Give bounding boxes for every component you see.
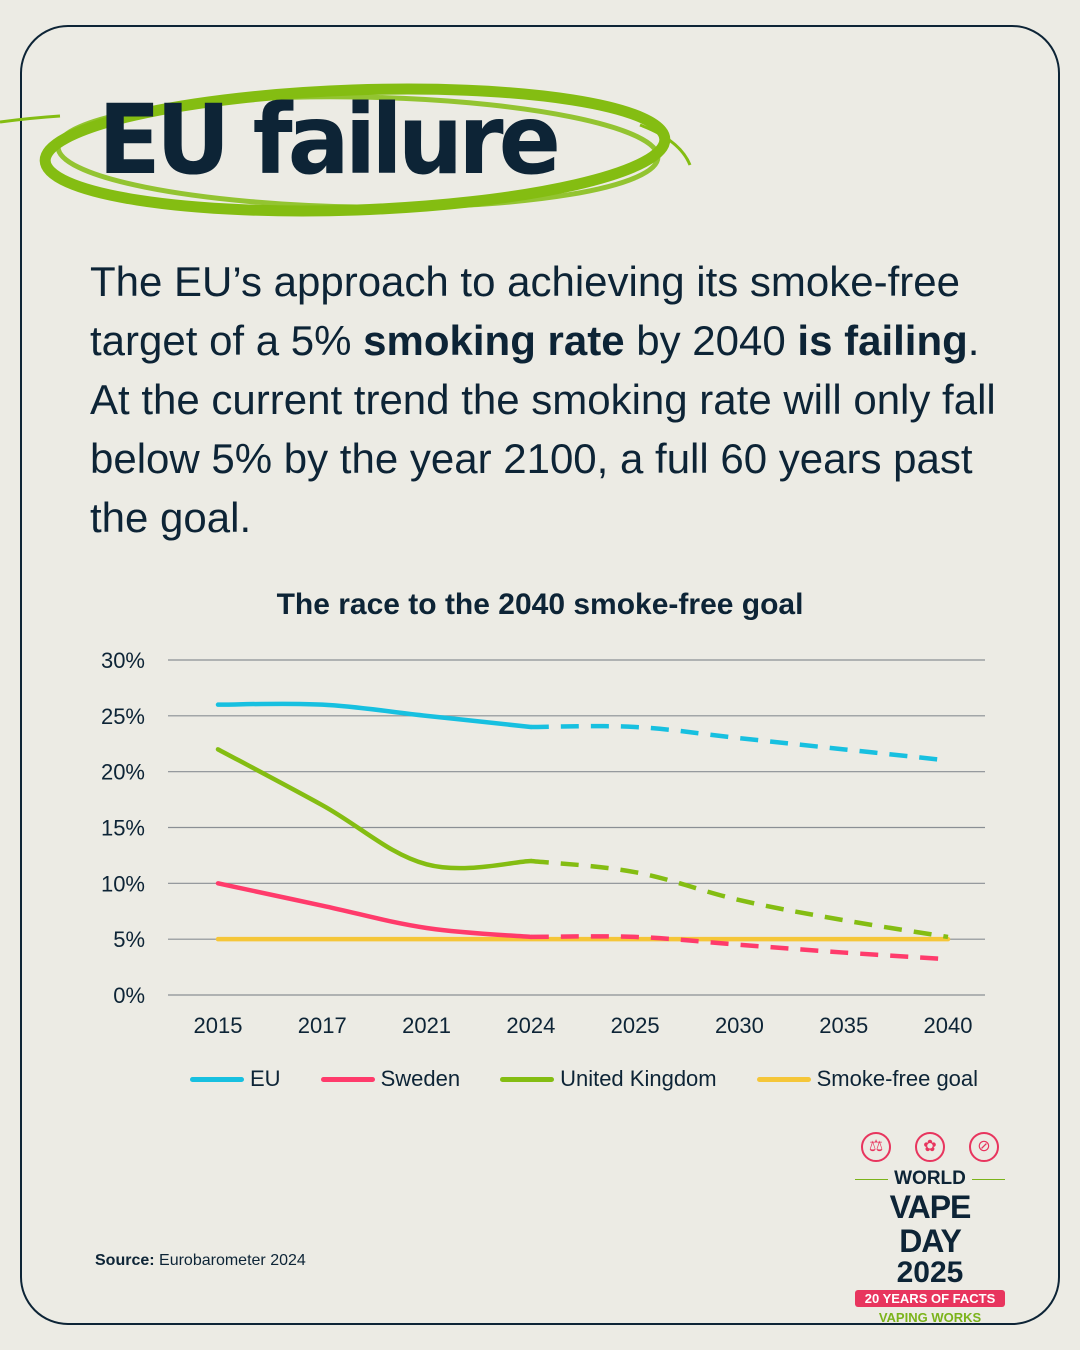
intro-text-3: . At the current trend the smoking rate … xyxy=(90,317,996,541)
x-tick-label: 2015 xyxy=(194,1013,243,1038)
logo-vape-day: VAPE DAY xyxy=(889,1189,972,1259)
intro-paragraph: The EU’s approach to achieving its smoke… xyxy=(90,252,1010,547)
y-tick-label: 20% xyxy=(101,760,145,785)
x-tick-label: 2040 xyxy=(924,1013,973,1038)
series-projection-sweden xyxy=(530,934,949,962)
strawberry-icon: ✿ xyxy=(915,1132,945,1162)
intro-text-1: The EU’s approach to achieving its smoke… xyxy=(90,258,960,364)
y-tick-label: 25% xyxy=(101,704,145,729)
series-line-sweden xyxy=(215,881,534,940)
legend-label: Smoke-free goal xyxy=(816,1066,979,1091)
content-frame xyxy=(20,25,1060,1325)
world-vape-day-logo: ⚖ ✿ ⊘ WORLD VAPE DAY 2025 20 YEARS OF FA… xyxy=(855,1132,1006,1325)
x-tick-label: 2017 xyxy=(298,1013,347,1038)
title-block xyxy=(0,70,720,230)
source-note: Source: Eurobarometer 2024 xyxy=(95,1252,306,1270)
series-projection-united-kingdom xyxy=(530,858,949,940)
y-tick-label: 5% xyxy=(113,927,145,952)
legend-item-sweden: Sweden xyxy=(320,1066,461,1092)
y-tick-label: 30% xyxy=(101,648,145,673)
series-projection-eu xyxy=(530,723,949,763)
legend-label: United Kingdom xyxy=(560,1066,717,1091)
logo-world-row: WORLD xyxy=(855,1168,1006,1190)
intro-bold-2: is failing xyxy=(797,317,968,364)
y-tick-label: 0% xyxy=(113,983,145,1008)
series-line-eu xyxy=(215,701,534,730)
chart-legend: EU Sweden United Kingdom Smoke-free goal xyxy=(190,1066,978,1092)
y-tick-label: 15% xyxy=(101,816,145,841)
line-chart: 0% 5% 10% 15% 20% 25% 30% 2015 2017 2021 2024 2025 2… xyxy=(101,648,985,1038)
microscope-icon: ⚖ xyxy=(861,1132,891,1162)
x-tick-label: 2021 xyxy=(402,1013,451,1038)
title-scribble-circle xyxy=(0,83,692,217)
legend-item-united-kingdom: United Kingdom xyxy=(500,1066,717,1092)
source-text: Eurobarometer 2024 xyxy=(159,1252,306,1269)
legend-label: EU xyxy=(250,1066,281,1091)
x-tick-label: 2024 xyxy=(506,1013,555,1038)
legend-item-eu: EU xyxy=(190,1066,281,1092)
logo-year: 2025 xyxy=(896,1256,964,1289)
intro-text-2: by 2040 xyxy=(624,317,798,364)
x-tick-label: 2030 xyxy=(715,1013,764,1038)
legend-item-smoke-free-goal: Smoke-free goal xyxy=(756,1066,979,1092)
logo-world: WORLD xyxy=(894,1168,966,1189)
x-tick-label: 2035 xyxy=(819,1013,868,1038)
no-smoking-icon: ⊘ xyxy=(969,1132,999,1162)
source-label: Source: xyxy=(95,1252,155,1269)
logo-tagline: VAPING WORKS xyxy=(878,1310,982,1325)
legend-label: Sweden xyxy=(380,1066,461,1091)
legend-swatch xyxy=(320,1076,375,1082)
series-line-united-kingdom xyxy=(215,747,534,871)
x-tick-label: 2025 xyxy=(611,1013,660,1038)
logo-badge: 20 YEARS OF FACTS xyxy=(855,1290,1005,1307)
legend-swatch xyxy=(500,1076,555,1082)
legend-swatch xyxy=(756,1076,811,1082)
y-tick-label: 10% xyxy=(101,871,145,896)
chart-title: The race to the 2040 smoke-free goal xyxy=(276,588,804,621)
logo-icons: ⚖ ✿ ⊘ xyxy=(855,1132,1005,1162)
legend-swatch xyxy=(190,1076,244,1082)
intro-bold-1: smoking rate xyxy=(363,317,625,364)
page-title: EU failure xyxy=(98,83,561,196)
